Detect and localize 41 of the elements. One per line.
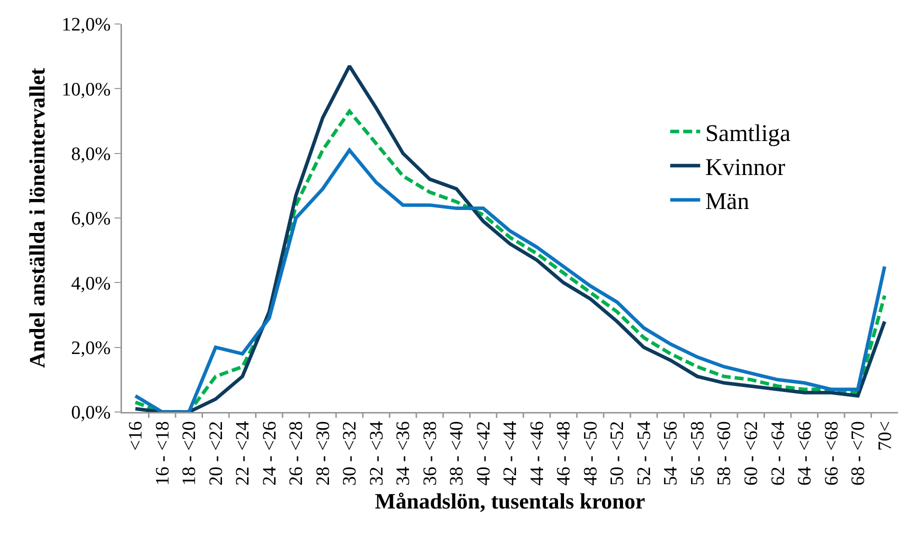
y-axis-title: Andel anställda i löneintervallet: [24, 67, 50, 368]
x-tick-label: 36 - <38: [420, 421, 441, 486]
x-tick-label: 38 - <40: [446, 421, 468, 486]
x-tick-label: 56 - <58: [687, 421, 708, 486]
legend-label: Samtliga: [705, 120, 791, 147]
y-tick-label: 10,0%: [62, 79, 111, 100]
y-tick-label: 12,0%: [62, 14, 111, 36]
x-tick-label: 70<: [874, 421, 896, 451]
x-tick-label: 30 - <32: [340, 421, 361, 486]
x-tick-label: 54 - <56: [660, 421, 682, 486]
x-tick-label: 60 - <62: [741, 421, 762, 486]
y-tick-label: 8,0%: [71, 144, 111, 165]
x-tick-label: 42 - <44: [500, 420, 522, 486]
y-tick-label: 2,0%: [71, 338, 111, 359]
x-tick-label: 28 - <30: [312, 421, 334, 486]
x-tick-label: 58 - <60: [714, 421, 736, 486]
x-tick-label: 64 - <66: [794, 421, 816, 486]
x-tick-label: 44 - <46: [526, 421, 548, 486]
x-tick-label: 32 - <34: [366, 420, 388, 486]
x-tick-label: 50 - <52: [607, 421, 628, 486]
x-tick-label: 34 - <36: [393, 421, 414, 486]
x-tick-label: <16: [126, 421, 147, 451]
x-tick-label: 46 - <48: [554, 421, 575, 486]
x-tick-label: 24 - <26: [259, 421, 280, 486]
y-tick-label: 4,0%: [71, 273, 111, 294]
y-tick-label: 0,0%: [71, 402, 111, 424]
x-tick-label: 68 - <70: [848, 421, 870, 486]
x-tick-label: 16 - <18: [152, 421, 174, 486]
x-tick-label: 66 - <68: [821, 421, 842, 486]
x-tick-label: 26 - <28: [286, 421, 308, 486]
x-tick-label: 22 - <24: [232, 420, 254, 486]
legend-label: Män: [705, 189, 750, 216]
legend-label: Kvinnor: [705, 155, 786, 182]
x-tick-label: 62 - <64: [768, 420, 789, 486]
x-tick-label: 20 - <22: [206, 421, 227, 486]
x-tick-label: 48 - <50: [580, 421, 602, 486]
x-axis-title: Månadslön, tusentals kronor: [374, 488, 646, 514]
x-tick-label: 18 - <20: [179, 421, 200, 486]
y-tick-label: 6,0%: [71, 208, 111, 230]
x-tick-label: 40 - <42: [473, 421, 494, 486]
x-tick-label: 52 - <54: [634, 420, 655, 486]
